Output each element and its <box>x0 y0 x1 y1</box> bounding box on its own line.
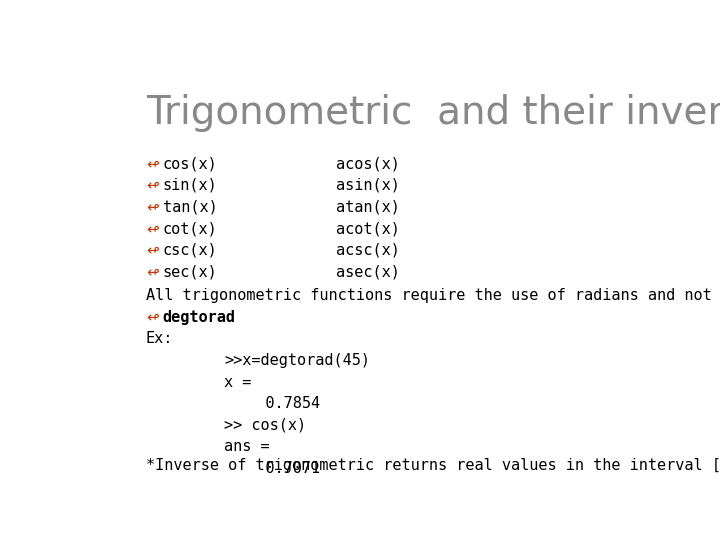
Text: sec(x): sec(x) <box>163 265 217 279</box>
Text: tan(x): tan(x) <box>163 199 217 214</box>
Text: cos(x): cos(x) <box>163 156 217 171</box>
Text: ↫: ↫ <box>145 243 158 258</box>
Text: ↫: ↫ <box>145 199 158 214</box>
Text: acot(x): acot(x) <box>336 221 400 236</box>
Text: atan(x): atan(x) <box>336 199 400 214</box>
Text: >> cos(x): >> cos(x) <box>224 418 306 433</box>
Text: All trigonometric functions require the use of radians and not degrees: All trigonometric functions require the … <box>145 288 720 303</box>
FancyBboxPatch shape <box>84 60 654 485</box>
Text: acsc(x): acsc(x) <box>336 243 400 258</box>
Text: x =: x = <box>224 375 251 389</box>
Text: 0.7854: 0.7854 <box>238 396 320 411</box>
Text: *Inverse of trigonometric returns real values in the interval [0,pi].: *Inverse of trigonometric returns real v… <box>145 458 720 472</box>
Text: asin(x): asin(x) <box>336 178 400 193</box>
Text: ↫: ↫ <box>145 156 158 171</box>
Text: ↫: ↫ <box>145 221 158 236</box>
Text: Trigonometric  and their inverse: Trigonometric and their inverse <box>145 94 720 132</box>
Text: ↫: ↫ <box>145 310 158 325</box>
Text: 0.7071: 0.7071 <box>238 461 320 476</box>
Text: acos(x): acos(x) <box>336 156 400 171</box>
Text: degtorad: degtorad <box>163 310 235 325</box>
Text: sin(x): sin(x) <box>163 178 217 193</box>
Text: csc(x): csc(x) <box>163 243 217 258</box>
Text: asec(x): asec(x) <box>336 265 400 279</box>
Text: Ex:: Ex: <box>145 332 174 346</box>
Text: ans =: ans = <box>224 440 269 455</box>
Text: ↫: ↫ <box>145 265 158 279</box>
Text: cot(x): cot(x) <box>163 221 217 236</box>
Text: ↫: ↫ <box>145 178 158 193</box>
Text: >>x=degtorad(45): >>x=degtorad(45) <box>224 353 370 368</box>
